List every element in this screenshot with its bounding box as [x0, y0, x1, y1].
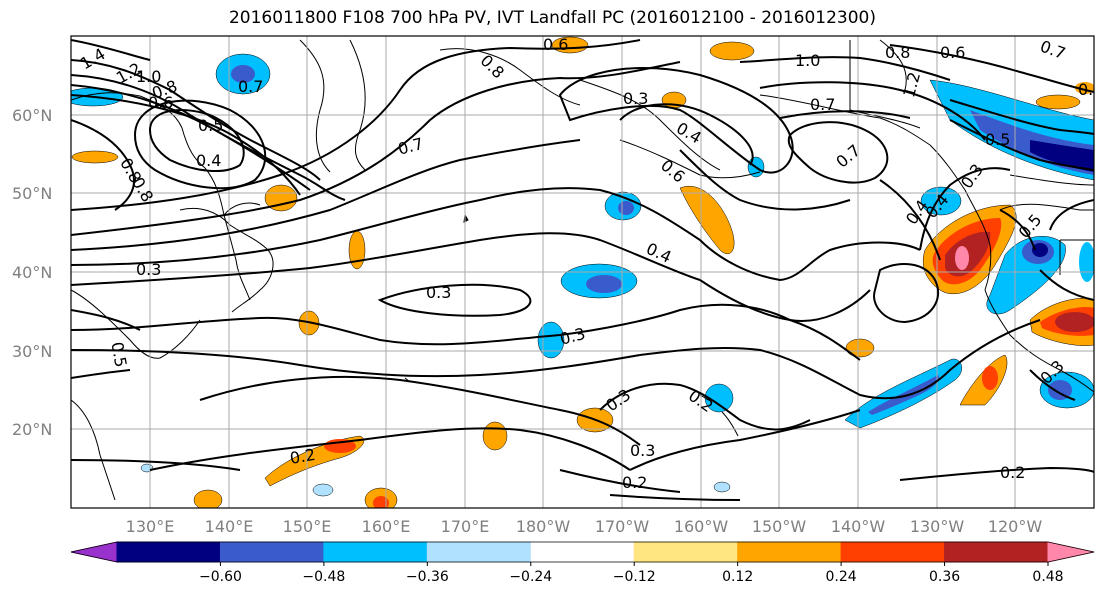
colorbar-tick-label: −0.60 — [199, 569, 242, 585]
lon-label: 150°E — [283, 517, 332, 536]
lon-label: 170°E — [441, 517, 490, 536]
lon-label: 160°W — [674, 517, 729, 536]
colorbar-tick-label: −0.24 — [509, 569, 552, 585]
contour-label: 0.6 — [543, 35, 568, 54]
map-title: 2016011800 F108 700 hPa PV, IVT Landfall… — [228, 8, 876, 28]
lon-label: 130°E — [126, 517, 175, 536]
lat-label: 40°N — [12, 263, 52, 282]
contour-label: 0.3 — [623, 89, 648, 108]
lon-label: 130°W — [910, 517, 965, 536]
colorbar-tick-label: 0.48 — [1032, 569, 1063, 585]
colorbar-segment — [530, 542, 635, 562]
contour-label: 1.0 — [795, 51, 820, 70]
colorbar-segment — [944, 541, 1049, 563]
lon-label: 180°W — [516, 517, 571, 536]
colorbar: −0.60 −0.48 −0.36 −0.24 −0.12 0.12 0.24 0.36 0.4… — [70, 541, 1095, 585]
contour-label: 0.7 — [810, 95, 835, 114]
contour-label: 0.3 — [630, 441, 655, 460]
contour-label: 0.2 — [622, 473, 647, 492]
colorbar-segment — [323, 541, 429, 563]
colorbar-tick-label: −0.36 — [406, 569, 449, 585]
lon-label: 170°W — [595, 517, 650, 536]
colorbar-segment — [70, 541, 118, 563]
contour-label: 0.2 — [288, 445, 316, 468]
colorbar-tick-label: 0.36 — [929, 569, 960, 585]
contour-label: 0.6 — [148, 93, 173, 112]
contour-label: 0.3 — [426, 283, 451, 302]
colorbar-segment — [116, 541, 222, 563]
contour-label: 0.4 — [196, 151, 221, 170]
colorbar-segment — [1047, 541, 1095, 563]
contour-label: 0.8 — [885, 43, 910, 62]
pv-contours — [71, 39, 1094, 501]
lon-label: 150°W — [752, 517, 807, 536]
colorbar-outline — [70, 541, 1095, 563]
colorbar-segment — [426, 541, 532, 563]
colorbar-tick-label: −0.48 — [302, 569, 345, 585]
colorbar-segment — [840, 541, 946, 563]
latitude-labels: 60°N 50°N 40°N 30°N 20°N — [12, 106, 52, 439]
lon-label: 140°W — [831, 517, 886, 536]
map-frame — [70, 35, 1095, 509]
lon-label: 140°E — [205, 517, 254, 536]
contour-label: 0.6 — [940, 43, 965, 62]
lat-label: 50°N — [12, 184, 52, 203]
colorbar-segment — [633, 541, 739, 563]
contour-label: 1.0 — [136, 67, 161, 86]
lat-label: 60°N — [12, 106, 52, 125]
contour-label: 0.5 — [985, 130, 1010, 149]
colorbar-tick-label: 0.12 — [722, 569, 753, 585]
colorbar-tick-label: −0.12 — [613, 569, 656, 585]
lon-label: 160°E — [362, 517, 411, 536]
colorbar-tick-label: 0.24 — [826, 569, 857, 585]
lat-label: 30°N — [12, 342, 52, 361]
longitude-labels: 130°E 140°E 150°E 160°E 170°E 180°W 170°… — [126, 517, 1043, 536]
colorbar-segment — [737, 541, 843, 563]
contour-label: 0.2 — [1000, 463, 1025, 482]
contour-label: 0.7 — [238, 77, 263, 96]
graticule — [71, 36, 1094, 508]
contour-label: 0.3 — [136, 260, 161, 279]
lon-label: 120°W — [988, 517, 1043, 536]
contour-label: 0.2 — [1078, 80, 1103, 99]
lat-label: 20°N — [12, 420, 52, 439]
contour-label: 0.5 — [107, 340, 130, 368]
contour-label: 0.5 — [198, 116, 223, 135]
colorbar-segment — [219, 541, 325, 563]
